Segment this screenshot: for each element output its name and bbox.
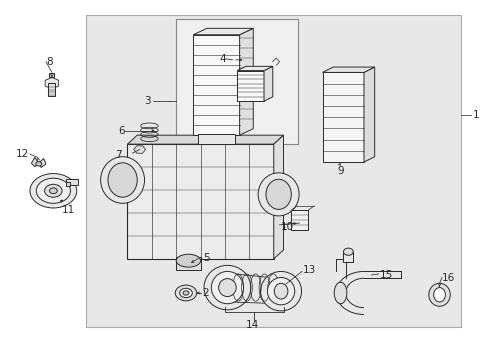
Ellipse shape — [176, 254, 200, 267]
Text: 7: 7 — [115, 150, 122, 160]
Polygon shape — [31, 157, 39, 167]
Circle shape — [49, 188, 57, 194]
Polygon shape — [363, 67, 374, 162]
Bar — [193, 35, 239, 135]
Circle shape — [175, 285, 196, 301]
Ellipse shape — [265, 179, 291, 210]
Polygon shape — [193, 28, 253, 35]
Text: 8: 8 — [46, 57, 53, 67]
Text: 11: 11 — [62, 206, 75, 216]
Text: 16: 16 — [441, 273, 454, 283]
Text: 2: 2 — [202, 288, 208, 298]
Polygon shape — [239, 28, 253, 135]
Text: 4: 4 — [219, 54, 225, 64]
Text: 9: 9 — [337, 166, 344, 176]
Circle shape — [179, 288, 192, 298]
Ellipse shape — [428, 283, 449, 306]
Circle shape — [36, 178, 70, 203]
Ellipse shape — [211, 271, 243, 304]
Bar — [290, 211, 307, 230]
Bar — [322, 72, 363, 162]
Ellipse shape — [218, 279, 236, 297]
Text: 15: 15 — [379, 270, 392, 280]
Ellipse shape — [267, 278, 294, 305]
Text: 3: 3 — [144, 96, 151, 106]
Polygon shape — [322, 67, 374, 72]
Bar — [48, 83, 55, 96]
Text: 6: 6 — [118, 126, 125, 135]
Ellipse shape — [101, 157, 144, 203]
Ellipse shape — [333, 282, 346, 304]
Text: 14: 14 — [245, 320, 259, 330]
Ellipse shape — [274, 283, 287, 299]
Text: 10: 10 — [281, 222, 294, 232]
Text: 1: 1 — [472, 111, 478, 121]
Bar — [49, 73, 54, 77]
Bar — [198, 134, 234, 144]
Bar — [127, 144, 273, 259]
Circle shape — [36, 162, 41, 166]
Ellipse shape — [260, 271, 301, 311]
Polygon shape — [237, 66, 272, 71]
Polygon shape — [127, 135, 283, 144]
Bar — [86, 15, 461, 327]
Ellipse shape — [258, 173, 299, 216]
Bar — [176, 257, 200, 270]
Text: 12: 12 — [16, 149, 29, 159]
Circle shape — [30, 174, 77, 208]
Bar — [176, 19, 298, 144]
Text: 13: 13 — [303, 265, 316, 275]
Bar — [343, 252, 352, 262]
Ellipse shape — [203, 265, 250, 310]
Polygon shape — [264, 66, 272, 101]
Circle shape — [183, 291, 188, 295]
Bar — [65, 179, 78, 185]
Ellipse shape — [433, 288, 445, 302]
Polygon shape — [273, 135, 283, 259]
Bar — [65, 182, 70, 186]
Polygon shape — [39, 158, 46, 167]
Ellipse shape — [108, 163, 137, 197]
Text: 5: 5 — [203, 253, 209, 263]
Bar — [237, 71, 264, 101]
Circle shape — [44, 184, 62, 197]
Ellipse shape — [343, 248, 352, 255]
